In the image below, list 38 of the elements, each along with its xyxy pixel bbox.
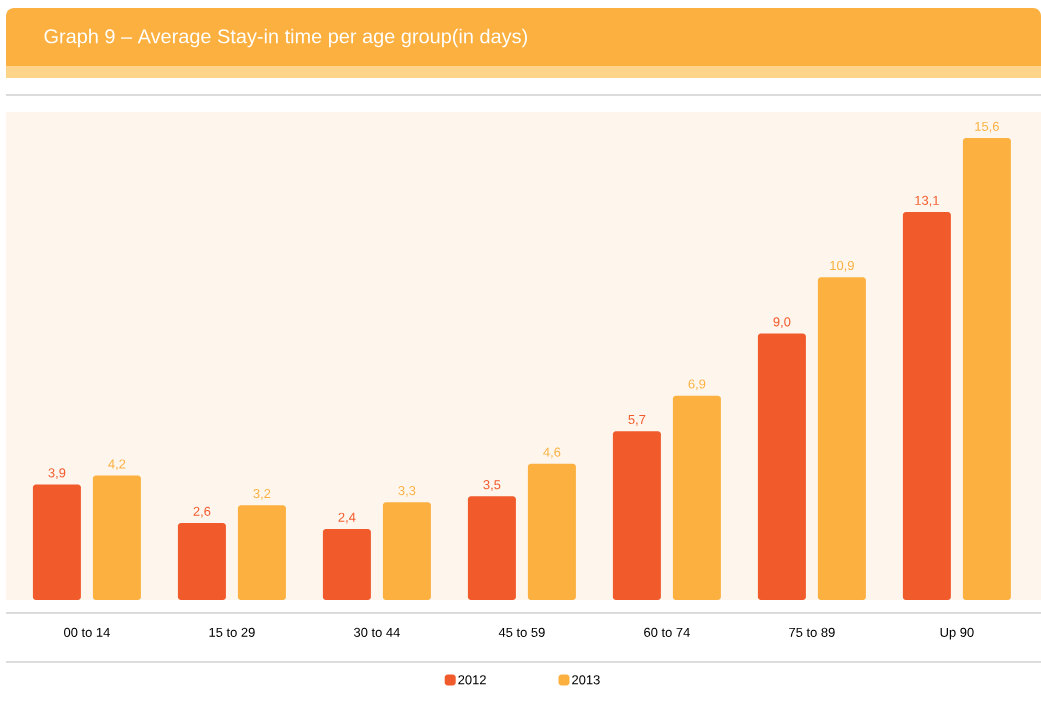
bar (322, 528, 371, 600)
bar (962, 137, 1011, 600)
bar (902, 212, 951, 600)
bar (467, 496, 516, 600)
bar (757, 333, 806, 600)
data-label: 3,5 (483, 480, 501, 491)
bar (817, 277, 866, 600)
legend-label: 2012 (458, 675, 486, 685)
bar (92, 475, 141, 600)
bar (527, 463, 576, 600)
x-tick-label: 75 to 89 (789, 627, 835, 637)
data-label: 9,0 (773, 317, 791, 328)
x-tick-label: 45 to 59 (498, 627, 545, 637)
bar (32, 484, 81, 600)
data-label: 13,1 (915, 195, 939, 207)
data-label: 3,9 (48, 468, 66, 479)
chart-title: Graph 9 – Average Stay-in time per age group(in days) (44, 28, 527, 48)
bar (672, 395, 721, 600)
data-label: 15,6 (975, 121, 999, 133)
x-tick-label: Up 90 (940, 627, 974, 640)
bar (237, 505, 286, 600)
bar (612, 431, 661, 600)
data-label: 6,9 (688, 379, 706, 391)
data-label: 5,7 (628, 415, 646, 426)
data-label: 10,9 (830, 260, 854, 272)
x-tick-label: 60 to 74 (644, 627, 690, 637)
data-label: 3,3 (398, 486, 416, 497)
x-tick-label: 15 to 29 (209, 627, 255, 637)
data-label: 4,2 (108, 459, 126, 471)
legend-label: 2013 (572, 675, 600, 685)
data-label: 4,6 (543, 447, 561, 459)
data-label: 2,6 (193, 506, 211, 518)
x-tick-label: 30 to 44 (354, 627, 400, 637)
bar (177, 522, 226, 600)
bar (382, 502, 431, 600)
data-label: 3,2 (253, 488, 271, 500)
data-label: 2,4 (338, 512, 356, 524)
x-tick-label: 00 to 14 (64, 627, 110, 637)
